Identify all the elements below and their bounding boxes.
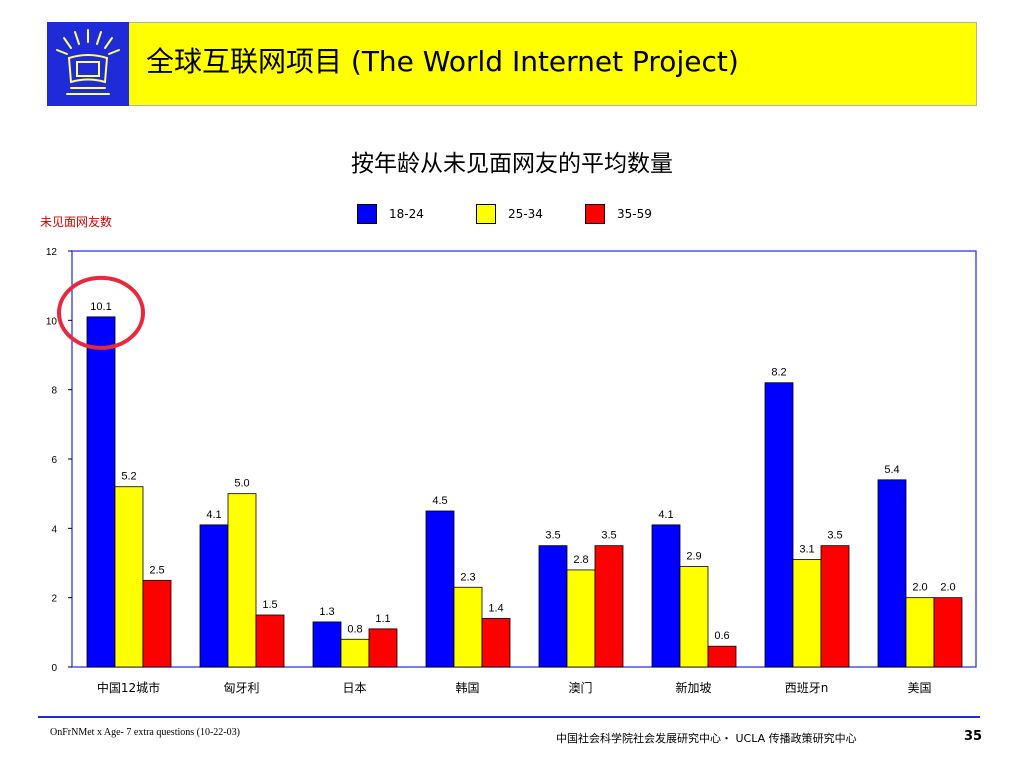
bar-25-34: [340, 638, 370, 668]
data-label: 5.0: [234, 478, 249, 490]
bar-18-24: [538, 545, 568, 668]
data-label: 2.5: [149, 564, 164, 576]
logo: [47, 22, 129, 106]
data-label: 1.4: [488, 602, 503, 614]
legend-label-35-59: 35-59: [617, 207, 652, 221]
data-label: 10.1: [90, 301, 111, 313]
data-label: 1.3: [319, 606, 334, 618]
y-tick-label: 10: [46, 316, 58, 327]
chart-title: 按年龄从未见面网友的平均数量: [351, 151, 673, 177]
data-label: 3.5: [827, 530, 842, 542]
data-label: 2.8: [573, 554, 588, 566]
x-tick-label: 美国: [907, 681, 931, 695]
bar-35-59: [142, 579, 172, 668]
y-axis-label: 未见面网友数: [40, 215, 113, 229]
data-label: 5.4: [884, 464, 899, 476]
data-label: 1.1: [375, 613, 390, 625]
bar-25-34: [114, 486, 144, 668]
y-tick-label: 12: [46, 247, 58, 258]
x-tick-label: 匈牙利: [223, 681, 259, 695]
y-tick-label: 2: [51, 594, 57, 605]
bar-18-24: [86, 316, 116, 668]
data-label: 3.5: [545, 530, 560, 542]
y-tick-label: 8: [51, 386, 57, 397]
x-tick-label: 新加坡: [675, 680, 711, 695]
highlight-circle: [57, 275, 145, 350]
data-label: 3.1: [799, 544, 814, 556]
bar-18-24: [312, 621, 342, 668]
data-label: 2.9: [686, 550, 701, 562]
bar-25-34: [905, 597, 935, 668]
x-tick-label: 韩国: [455, 680, 479, 695]
world-internet-project-logo-icon: [56, 29, 120, 95]
bar-35-59: [368, 628, 398, 668]
bar-35-59: [594, 545, 624, 668]
bar-18-24: [425, 510, 455, 668]
y-tick-label: 4: [51, 524, 57, 535]
footer-source: OnFrNMet x Age- 7 extra questions (10-22…: [50, 727, 240, 738]
data-label: 1.5: [262, 599, 277, 611]
data-label: 0.6: [714, 630, 729, 642]
y-tick-label: 0: [51, 663, 57, 674]
data-label: 8.2: [771, 367, 786, 379]
page-number: 35: [964, 729, 983, 744]
bar-35-59: [481, 618, 511, 668]
bar-25-34: [566, 569, 596, 668]
data-label: 4.1: [206, 509, 221, 521]
y-tick-label: 6: [51, 455, 57, 466]
data-label: 5.2: [121, 471, 136, 483]
slide-title: 全球互联网项目 (The World Internet Project): [146, 45, 739, 78]
legend-label-25-34: 25-34: [508, 207, 543, 221]
bar-25-34: [227, 493, 257, 668]
x-tick-label: 澳门: [568, 680, 592, 695]
data-label: 0.8: [347, 623, 362, 635]
footer-rule: [38, 716, 980, 718]
data-label: 4.1: [658, 509, 673, 521]
bar-35-59: [820, 545, 850, 668]
data-label: 3.5: [601, 530, 616, 542]
legend-swatch-25-34: [476, 204, 496, 224]
bar-18-24: [764, 382, 794, 668]
bar-25-34: [679, 566, 709, 668]
legend-swatch-35-59: [585, 204, 605, 224]
bar-25-34: [792, 559, 822, 668]
data-label: 4.5: [432, 495, 447, 507]
legend-swatch-18-24: [357, 204, 377, 224]
footer-organizations: 中国社会科学院社会发展研究中心・ UCLA 传播政策研究中心: [556, 732, 857, 745]
bar-25-34: [453, 586, 483, 668]
bar-35-59: [707, 645, 737, 668]
bar-18-24: [877, 479, 907, 668]
data-label: 2.0: [912, 582, 927, 594]
x-tick-label: 日本: [342, 681, 366, 695]
bar-35-59: [933, 597, 963, 668]
bar-18-24: [651, 524, 681, 668]
title-banner: [47, 22, 977, 106]
data-label: 2.3: [460, 571, 475, 583]
bar-35-59: [255, 614, 285, 668]
x-tick-label: 西班牙n: [785, 681, 829, 695]
x-tick-label: 中国12城市: [97, 680, 160, 695]
data-label: 2.0: [940, 582, 955, 594]
bar-18-24: [199, 524, 229, 668]
legend-label-18-24: 18-24: [389, 207, 424, 221]
